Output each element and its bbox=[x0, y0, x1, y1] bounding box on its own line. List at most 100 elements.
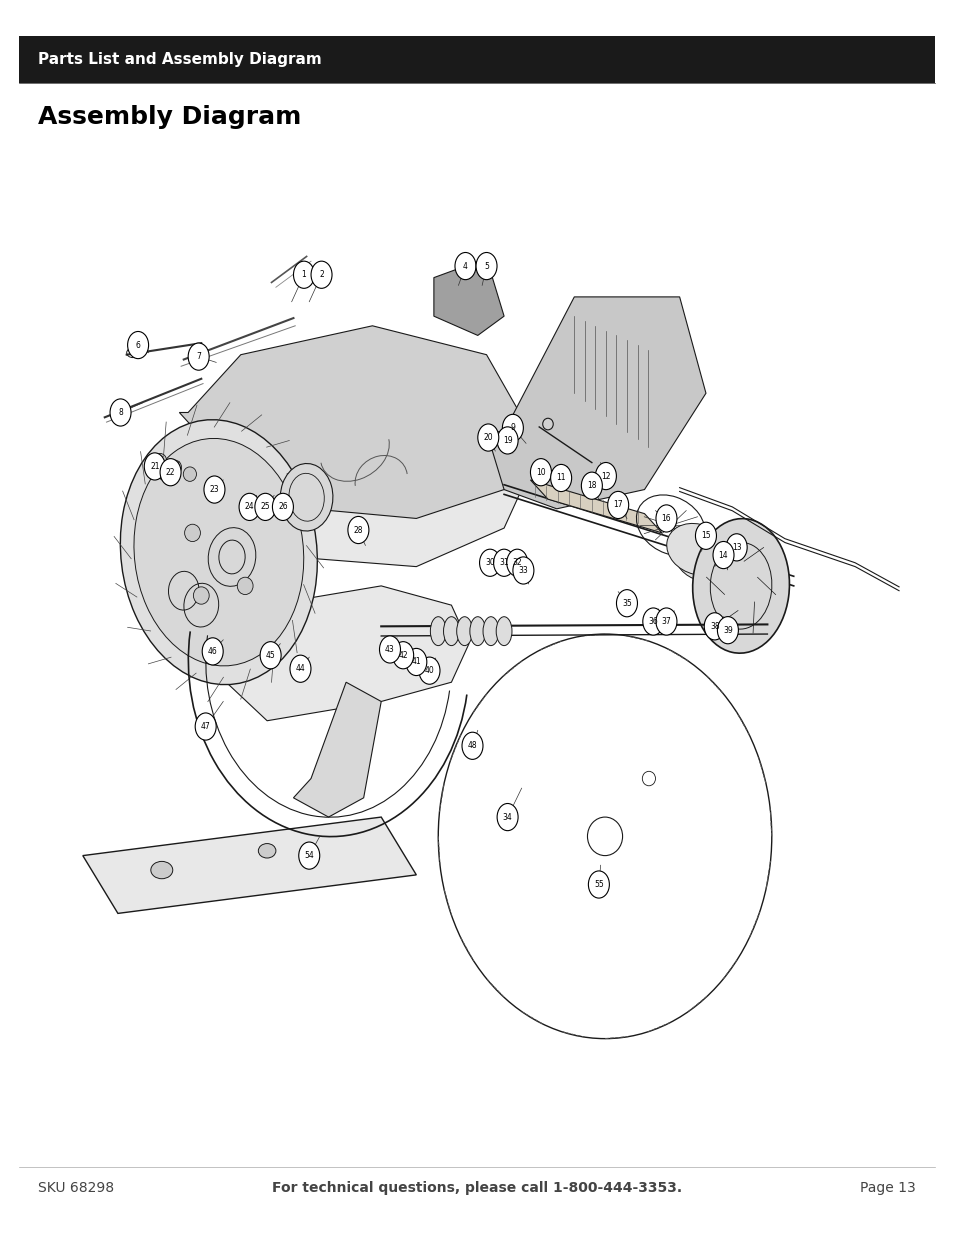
Ellipse shape bbox=[730, 562, 768, 594]
Text: 24: 24 bbox=[245, 503, 254, 511]
Circle shape bbox=[712, 541, 733, 568]
Text: 11: 11 bbox=[556, 473, 565, 483]
Text: 41: 41 bbox=[411, 657, 420, 667]
Circle shape bbox=[461, 732, 482, 760]
Polygon shape bbox=[486, 296, 705, 509]
Circle shape bbox=[595, 462, 616, 489]
Circle shape bbox=[290, 655, 311, 682]
Circle shape bbox=[616, 589, 637, 616]
Circle shape bbox=[144, 453, 165, 480]
Text: 9: 9 bbox=[510, 424, 515, 432]
Text: 21: 21 bbox=[150, 462, 159, 471]
Text: 35: 35 bbox=[621, 599, 631, 608]
Ellipse shape bbox=[666, 524, 727, 576]
Circle shape bbox=[455, 252, 476, 279]
Text: 8: 8 bbox=[118, 408, 123, 417]
Text: 37: 37 bbox=[660, 618, 671, 626]
Text: 20: 20 bbox=[483, 433, 493, 442]
Circle shape bbox=[260, 642, 281, 669]
Circle shape bbox=[497, 427, 517, 454]
Text: 38: 38 bbox=[709, 622, 719, 631]
Text: 43: 43 bbox=[385, 645, 395, 655]
Ellipse shape bbox=[542, 419, 553, 430]
Text: 4: 4 bbox=[462, 262, 467, 270]
Text: 32: 32 bbox=[512, 558, 521, 567]
Circle shape bbox=[273, 493, 294, 520]
Text: 23: 23 bbox=[210, 485, 219, 494]
Circle shape bbox=[298, 842, 319, 869]
Ellipse shape bbox=[185, 524, 200, 542]
Circle shape bbox=[202, 637, 223, 664]
Circle shape bbox=[725, 534, 746, 561]
Text: 18: 18 bbox=[586, 482, 596, 490]
Ellipse shape bbox=[133, 438, 303, 666]
Text: 40: 40 bbox=[424, 666, 434, 676]
Ellipse shape bbox=[740, 567, 784, 604]
Text: 55: 55 bbox=[594, 881, 603, 889]
Text: 36: 36 bbox=[648, 618, 658, 626]
Polygon shape bbox=[179, 326, 530, 519]
Ellipse shape bbox=[193, 587, 209, 604]
Polygon shape bbox=[152, 374, 530, 567]
Polygon shape bbox=[83, 818, 416, 914]
Ellipse shape bbox=[692, 519, 789, 653]
Text: 42: 42 bbox=[398, 651, 408, 659]
Text: 45: 45 bbox=[266, 651, 275, 659]
Circle shape bbox=[656, 505, 677, 532]
Text: 1: 1 bbox=[301, 270, 306, 279]
Circle shape bbox=[204, 475, 225, 503]
Circle shape bbox=[188, 343, 209, 370]
Ellipse shape bbox=[470, 616, 485, 646]
Text: SKU 68298: SKU 68298 bbox=[38, 1181, 114, 1195]
Ellipse shape bbox=[443, 616, 458, 646]
Text: 44: 44 bbox=[295, 664, 305, 673]
Text: 54: 54 bbox=[304, 851, 314, 860]
Circle shape bbox=[254, 493, 275, 520]
Ellipse shape bbox=[237, 577, 253, 594]
Circle shape bbox=[588, 871, 609, 898]
Ellipse shape bbox=[151, 861, 172, 879]
Text: 7: 7 bbox=[196, 352, 201, 361]
Polygon shape bbox=[434, 258, 503, 336]
Circle shape bbox=[294, 261, 314, 288]
Circle shape bbox=[476, 252, 497, 279]
Text: 31: 31 bbox=[498, 558, 508, 567]
Circle shape bbox=[479, 550, 500, 577]
Circle shape bbox=[160, 458, 181, 485]
Circle shape bbox=[506, 550, 527, 577]
Text: 12: 12 bbox=[600, 472, 610, 480]
Text: 25: 25 bbox=[260, 503, 270, 511]
Circle shape bbox=[418, 657, 439, 684]
Ellipse shape bbox=[697, 543, 740, 580]
Circle shape bbox=[656, 608, 677, 635]
Circle shape bbox=[580, 472, 601, 499]
Text: 30: 30 bbox=[485, 558, 495, 567]
Ellipse shape bbox=[280, 463, 333, 531]
Circle shape bbox=[393, 642, 414, 669]
Text: 33: 33 bbox=[518, 566, 528, 576]
Circle shape bbox=[695, 522, 716, 550]
Text: Page 13: Page 13 bbox=[860, 1181, 915, 1195]
Text: 34: 34 bbox=[502, 813, 512, 821]
Polygon shape bbox=[530, 480, 661, 534]
Circle shape bbox=[703, 613, 724, 640]
Text: 16: 16 bbox=[661, 514, 671, 522]
Text: Parts List and Assembly Diagram: Parts List and Assembly Diagram bbox=[38, 52, 321, 67]
Ellipse shape bbox=[430, 616, 446, 646]
Text: 10: 10 bbox=[536, 468, 545, 477]
Text: Assembly Diagram: Assembly Diagram bbox=[38, 105, 301, 128]
Ellipse shape bbox=[156, 459, 175, 480]
Circle shape bbox=[348, 516, 369, 543]
Text: 15: 15 bbox=[700, 531, 710, 540]
Text: 6: 6 bbox=[135, 341, 140, 350]
Ellipse shape bbox=[456, 616, 472, 646]
Circle shape bbox=[493, 550, 514, 577]
Text: 28: 28 bbox=[354, 526, 363, 535]
Text: 14: 14 bbox=[718, 551, 727, 559]
Circle shape bbox=[311, 261, 332, 288]
Circle shape bbox=[239, 493, 260, 520]
Polygon shape bbox=[206, 585, 469, 721]
Ellipse shape bbox=[153, 453, 167, 468]
Text: 48: 48 bbox=[467, 741, 476, 751]
Text: 5: 5 bbox=[483, 262, 489, 270]
